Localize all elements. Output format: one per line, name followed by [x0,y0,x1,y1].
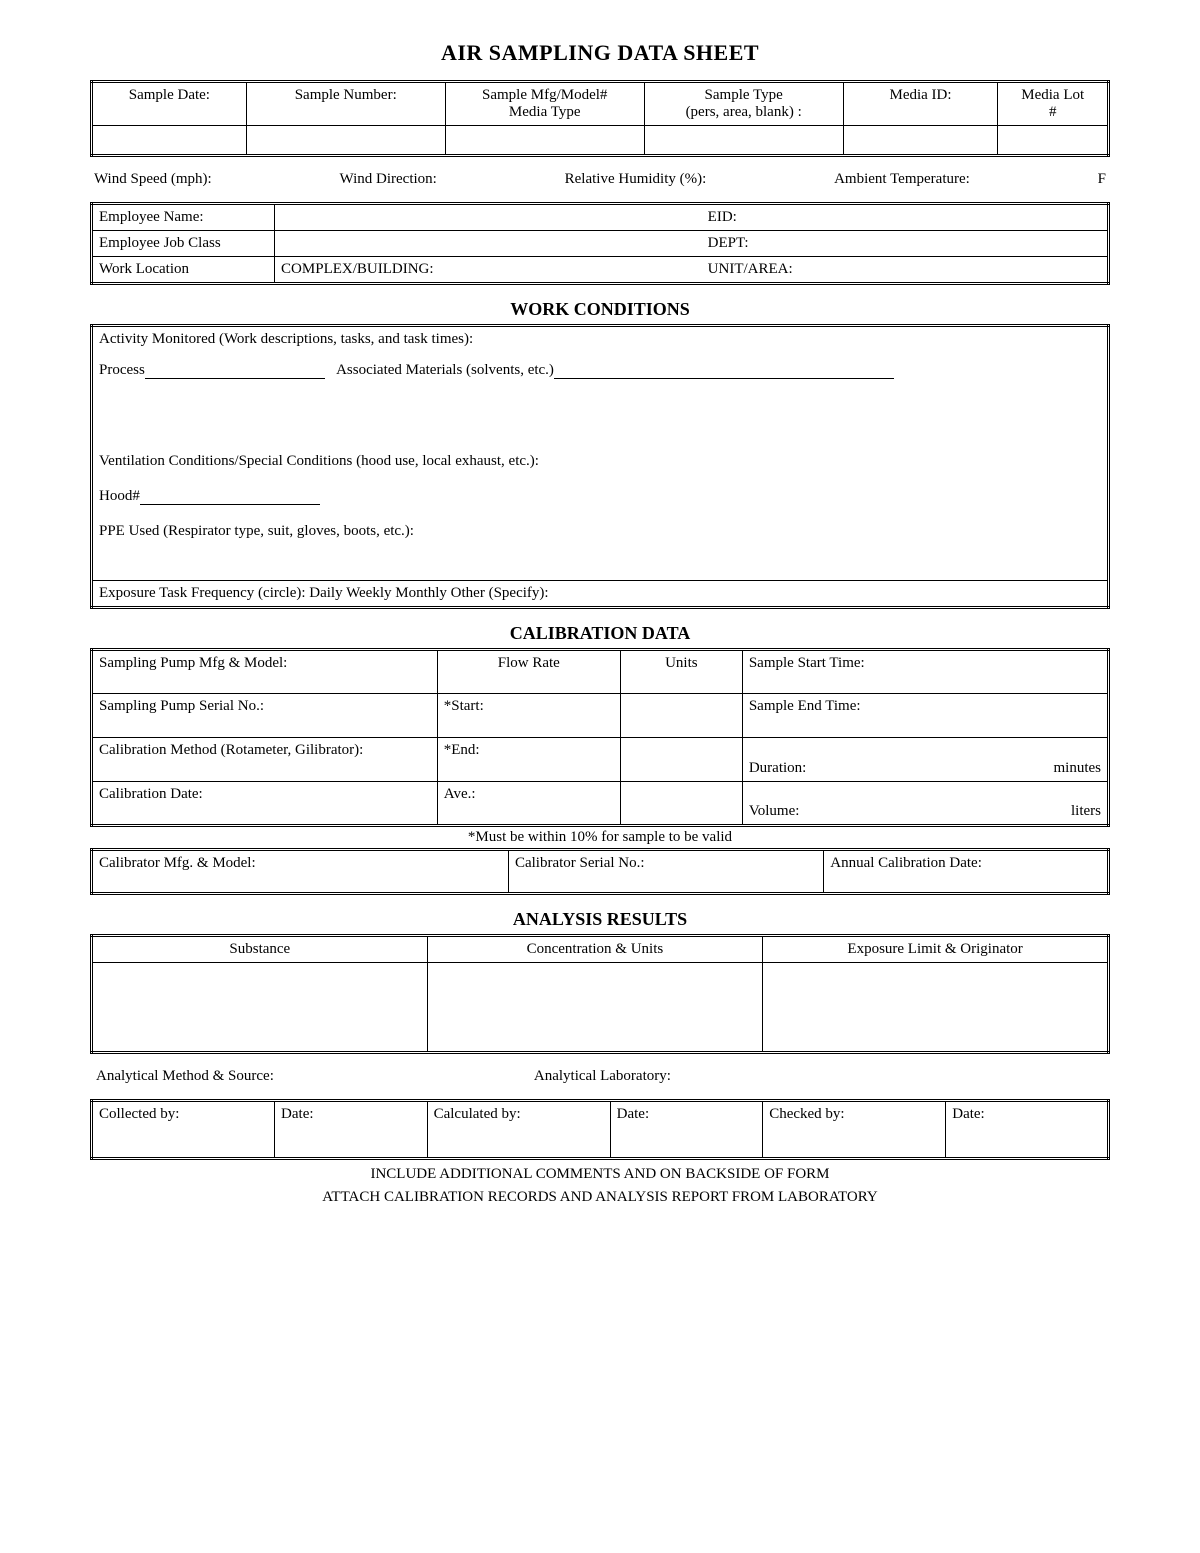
volume-cell: Volume: liters [742,782,1108,826]
start-time-label: Sample Start Time: [742,650,1108,694]
process-field[interactable] [145,365,325,379]
emp-name-field[interactable] [275,204,702,231]
volume-label: Volume: [749,803,800,819]
process-row: Process Associated Materials (solvents, … [92,348,1109,449]
pump-model-label: Sampling Pump Mfg & Model: [92,650,438,694]
job-class-field[interactable] [275,231,702,257]
hood-label: Hood# [99,488,140,504]
meta-row: Wind Speed (mph): Wind Direction: Relati… [94,171,1106,188]
cell-sample-date[interactable] [92,126,247,156]
pump-serial-label: Sampling Pump Serial No.: [92,694,438,738]
process-label: Process [99,362,145,378]
eid-label: EID: [702,204,804,231]
duration-cell: Duration: minutes [742,738,1108,782]
page-title: AIR SAMPLING DATA SHEET [90,40,1110,66]
conc-col: Concentration & Units [427,936,763,963]
checked-label: Checked by: [763,1101,946,1159]
cell-sample-number[interactable] [246,126,445,156]
footer-line-1: INCLUDE ADDITIONAL COMMENTS AND ON BACKS… [90,1166,1110,1183]
eid-field[interactable] [803,204,1108,231]
units-end-field[interactable] [620,738,742,782]
signoff-table: Collected by: Date: Calculated by: Date:… [90,1099,1110,1160]
col-sample-type: Sample Type (pers, area, blank) : [644,82,843,126]
calibration-table: Sampling Pump Mfg & Model: Flow Rate Uni… [90,648,1110,827]
hood-field[interactable] [140,491,320,505]
limit-field[interactable] [763,963,1109,1053]
col-sample-date: Sample Date: [92,82,247,126]
rel-hum-label: Relative Humidity (%): [565,171,707,188]
calib-model-label: Calibrator Mfg. & Model: [92,850,509,894]
substance-col: Substance [92,936,428,963]
cal-date-label: Calibration Date: [92,782,438,826]
substance-field[interactable] [92,963,428,1053]
freq-label: Exposure Task Frequency (circle): Daily … [92,581,1109,608]
ppe-label: PPE Used (Respirator type, suit, gloves,… [92,509,1109,581]
duration-unit: minutes [1054,760,1102,777]
analysis-table: Substance Concentration & Units Exposure… [90,934,1110,1054]
dept-field[interactable] [803,231,1108,257]
calibration-heading: CALIBRATION DATA [90,623,1110,644]
method-source-label: Analytical Method & Source: [96,1068,274,1085]
unit-field[interactable] [803,257,1108,284]
dept-label: DEPT: [702,231,804,257]
vent-label: Ventilation Conditions/Special Condition… [92,449,1109,474]
annual-cal-label: Annual Calibration Date: [824,850,1109,894]
analytical-row: Analytical Method & Source: Analytical L… [96,1068,1104,1085]
units-ave-field[interactable] [620,782,742,826]
end-time-label: Sample End Time: [742,694,1108,738]
date2-label: Date: [610,1101,763,1159]
date1-label: Date: [275,1101,428,1159]
analysis-heading: ANALYSIS RESULTS [90,909,1110,930]
wind-dir-label: Wind Direction: [340,171,437,188]
activity-label: Activity Monitored (Work descriptions, t… [92,326,1109,349]
volume-unit: liters [1071,803,1101,820]
col-media-id: Media ID: [843,82,998,126]
lab-label: Analytical Laboratory: [534,1068,671,1085]
units-start-field[interactable] [620,694,742,738]
col-media-lot: Media Lot # [998,82,1109,126]
star-end-label: *End: [437,738,620,782]
complex-label: COMPLEX/BUILDING: [275,257,702,284]
units-label: Units [620,650,742,694]
col-sample-number: Sample Number: [246,82,445,126]
sample-header-table: Sample Date: Sample Number: Sample Mfg/M… [90,80,1110,157]
temp-unit-label: F [1098,171,1106,188]
date3-label: Date: [946,1101,1109,1159]
cal-note: *Must be within 10% for sample to be val… [90,829,1110,846]
calibrator-table: Calibrator Mfg. & Model: Calibrator Seri… [90,848,1110,895]
col-mfg-model: Sample Mfg/Model# Media Type [445,82,644,126]
work-conditions-table: Activity Monitored (Work descriptions, t… [90,324,1110,609]
cell-media-lot[interactable] [998,126,1109,156]
assoc-field[interactable] [554,365,894,379]
limit-col: Exposure Limit & Originator [763,936,1109,963]
cell-media-id[interactable] [843,126,998,156]
job-class-label: Employee Job Class [92,231,275,257]
unit-label: UNIT/AREA: [702,257,804,284]
collected-label: Collected by: [92,1101,275,1159]
cell-sample-type[interactable] [644,126,843,156]
cell-mfg-model[interactable] [445,126,644,156]
emp-name-label: Employee Name: [92,204,275,231]
calib-serial-label: Calibrator Serial No.: [508,850,823,894]
wind-speed-label: Wind Speed (mph): [94,171,212,188]
work-loc-label: Work Location [92,257,275,284]
employee-table: Employee Name: EID: Employee Job Class D… [90,202,1110,285]
flow-rate-label: Flow Rate [437,650,620,694]
conc-field[interactable] [427,963,763,1053]
work-conditions-heading: WORK CONDITIONS [90,299,1110,320]
ave-label: Ave.: [437,782,620,826]
hood-row: Hood# [92,474,1109,509]
assoc-label: Associated Materials (solvents, etc.) [336,362,554,378]
star-start-label: *Start: [437,694,620,738]
method-label: Calibration Method (Rotameter, Gilibrato… [92,738,438,782]
amb-temp-label: Ambient Temperature: [834,171,970,188]
calculated-label: Calculated by: [427,1101,610,1159]
footer-line-2: ATTACH CALIBRATION RECORDS AND ANALYSIS … [90,1189,1110,1206]
duration-label: Duration: [749,760,807,776]
